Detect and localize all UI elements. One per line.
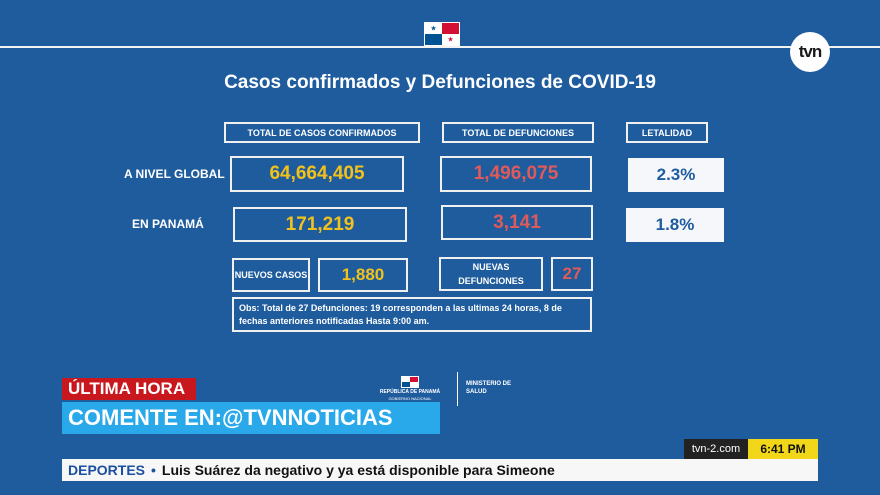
top-divider xyxy=(0,46,880,48)
republic-label: REPÚBLICA DE PANAMÁ xyxy=(379,389,441,395)
ticker-dot: • xyxy=(151,462,156,478)
logo-divider xyxy=(457,372,458,406)
header-total-cases: TOTAL DE CASOS CONFIRMADOS xyxy=(224,122,420,143)
ministry-logo: REPÚBLICA DE PANAMÁ GOBIERNO NACIONAL MI… xyxy=(370,372,520,406)
ticker-headline: Luis Suárez da negativo y ya está dispon… xyxy=(161,462,555,478)
website-label: tvn-2.com xyxy=(684,439,748,459)
page-title: Casos confirmados y Defunciones de COVID… xyxy=(224,72,656,93)
global-cases-value: 64,664,405 xyxy=(230,156,404,192)
breaking-news-badge: ÚLTIMA HORA xyxy=(62,378,196,400)
news-ticker: DEPORTES • Luis Suárez da negativo y ya … xyxy=(62,459,818,481)
new-deaths-label: NUEVAS DEFUNCIONES xyxy=(439,257,543,291)
new-cases-label: NUEVOS CASOS xyxy=(232,258,310,292)
panama-lethality-value: 1.8% xyxy=(626,208,724,242)
ministry-label: MINISTERIO DE SALUD xyxy=(466,381,512,395)
row-label-global: A NIVEL GLOBAL xyxy=(124,167,225,181)
header-lethality: LETALIDAD xyxy=(626,122,708,143)
new-deaths-value: 27 xyxy=(551,257,593,291)
new-cases-value: 1,880 xyxy=(318,258,408,292)
government-label: GOBIERNO NACIONAL xyxy=(388,396,432,401)
global-deaths-value: 1,496,075 xyxy=(440,156,592,192)
comment-banner: COMENTE EN:@TVNNOTICIAS xyxy=(62,402,440,434)
panama-deaths-value: 3,141 xyxy=(441,205,593,240)
panama-cases-value: 171,219 xyxy=(233,207,407,242)
row-label-panama: EN PANAMÁ xyxy=(132,217,204,231)
ticker-section: DEPORTES xyxy=(68,462,146,478)
panama-coat-flag-icon xyxy=(401,376,419,388)
global-lethality-value: 2.3% xyxy=(628,158,724,192)
tvn-logo-icon: tvn xyxy=(790,32,830,72)
header-total-deaths: TOTAL DE DEFUNCIONES xyxy=(442,122,594,143)
clock: 6:41 PM xyxy=(748,439,818,459)
observation-note: Obs: Total de 27 Defunciones: 19 corresp… xyxy=(232,297,592,332)
panama-flag-icon: ★ ★ xyxy=(424,22,460,46)
